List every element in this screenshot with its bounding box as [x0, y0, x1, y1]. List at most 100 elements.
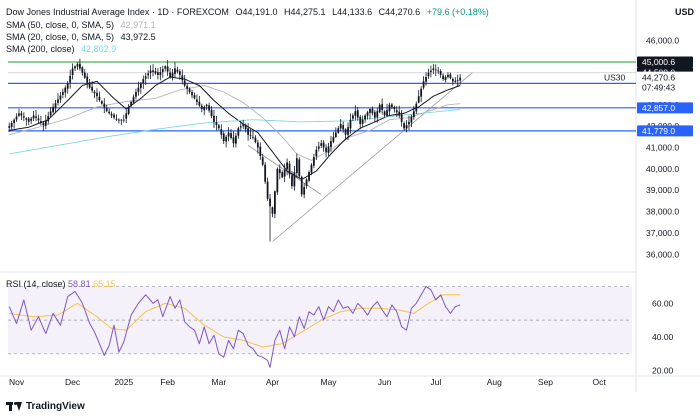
sma200-legend[interactable]: SMA (200, close) 42,802.9 — [6, 43, 120, 55]
candle-body — [264, 164, 267, 182]
candle-body — [205, 104, 208, 107]
candle-body — [127, 106, 130, 114]
candle-body — [456, 80, 459, 82]
price-tick-label: 40,000.0 — [646, 164, 679, 174]
candle-body — [317, 146, 320, 149]
candle-body — [454, 80, 457, 82]
tradingview-logo[interactable]: TradingView — [6, 401, 85, 412]
candle-body — [425, 77, 427, 82]
candle-body — [88, 82, 91, 88]
candle-body — [105, 108, 108, 112]
time-tick-label: Feb — [160, 377, 175, 387]
current-price-label: 44,270.6 — [642, 73, 675, 83]
time-tick-label: Aug — [487, 377, 502, 387]
tradingview-icon — [6, 402, 22, 411]
candle-body — [432, 68, 435, 70]
close-value: C44,270.6 — [378, 7, 421, 17]
candle-body — [254, 137, 257, 143]
candle-body — [113, 114, 115, 118]
candle-body — [266, 181, 269, 199]
candle-body — [373, 112, 376, 118]
trend-line-0[interactable] — [272, 72, 473, 242]
candle-body — [118, 119, 120, 121]
candle-body — [269, 198, 271, 207]
rsi-tick-label: 40.00 — [652, 332, 674, 342]
candle-body — [100, 101, 103, 104]
candle-body — [130, 101, 132, 106]
candle-body — [30, 118, 33, 121]
candle-body — [147, 73, 150, 76]
rsi-tick-label: 20.00 — [652, 366, 674, 376]
candle-body — [103, 103, 106, 108]
candle-body — [247, 128, 249, 135]
candle-body — [137, 87, 140, 92]
sma200-label: SMA (200, close) — [6, 44, 75, 54]
candle-body — [125, 113, 128, 119]
candle-body — [315, 149, 318, 157]
currency-label: USD — [674, 7, 694, 17]
candle-body — [183, 80, 186, 86]
countdown-label: 07:49:43 — [642, 83, 675, 93]
candle-body — [193, 95, 196, 99]
candle-body — [364, 115, 366, 120]
candle-body — [310, 164, 313, 173]
candle-body — [210, 109, 213, 117]
candle-body — [281, 172, 284, 178]
candle-body — [230, 133, 232, 138]
candle-body — [98, 96, 101, 100]
candle-body — [122, 119, 125, 121]
candle-body — [144, 76, 147, 79]
candle-body — [22, 116, 25, 118]
candle-body — [181, 75, 184, 81]
sma20-legend[interactable]: SMA (20, close, 0, SMA, 5) 43,972.5 — [6, 31, 160, 43]
candle-body — [161, 69, 164, 73]
candle-body — [354, 111, 357, 116]
candle-body — [305, 179, 308, 186]
chart-title: Dow Jones Industrial Average Index · 1D … — [6, 7, 229, 17]
time-tick-label: Oct — [592, 377, 606, 387]
candle-body — [383, 111, 386, 116]
candle-body — [391, 104, 393, 107]
rsi-legend[interactable]: RSI (14, close) 58.81 65.15 — [6, 279, 116, 289]
candle-body — [66, 83, 69, 89]
time-tick-label: 2025 — [114, 377, 133, 387]
candle-body — [47, 115, 50, 122]
price-tick-label: 39,000.0 — [646, 185, 679, 195]
candle-body — [356, 110, 359, 118]
sma200-value: 42,802.9 — [81, 44, 117, 54]
rsi-value: 58.81 — [68, 279, 91, 289]
candle-body — [213, 115, 215, 122]
candle-body — [237, 128, 240, 136]
candle-body — [203, 106, 206, 111]
candle-body — [359, 116, 362, 124]
candle-body — [420, 88, 423, 97]
candle-body — [157, 72, 159, 75]
candle-body — [139, 83, 142, 88]
candle-body — [286, 162, 288, 170]
candle-body — [74, 66, 76, 69]
candle-body — [232, 137, 235, 144]
sma50-legend[interactable]: SMA (50, close, 0, SMA, 5) 42,971.1 — [6, 19, 160, 31]
candle-body — [381, 104, 384, 111]
candle-body — [378, 104, 381, 113]
candle-body — [71, 68, 74, 76]
candle-body — [225, 136, 228, 142]
candle-body — [93, 91, 96, 94]
candle-body — [388, 104, 391, 112]
candle-body — [349, 119, 352, 129]
candle-body — [44, 120, 47, 126]
candle-body — [352, 115, 354, 119]
candle-body — [110, 113, 113, 116]
candle-body — [42, 123, 45, 126]
candle-body — [276, 168, 279, 193]
candle-body — [32, 115, 35, 119]
candle-body — [169, 72, 171, 77]
candle-body — [64, 87, 67, 93]
rsi-ma-value: 65.15 — [93, 279, 116, 289]
candle-body — [164, 66, 167, 69]
candle-body — [271, 207, 274, 214]
candle-body — [188, 88, 191, 92]
time-tick-label: Nov — [9, 377, 25, 387]
rsi-tick-label: 60.00 — [652, 298, 674, 308]
time-tick-label: Dec — [65, 377, 81, 387]
